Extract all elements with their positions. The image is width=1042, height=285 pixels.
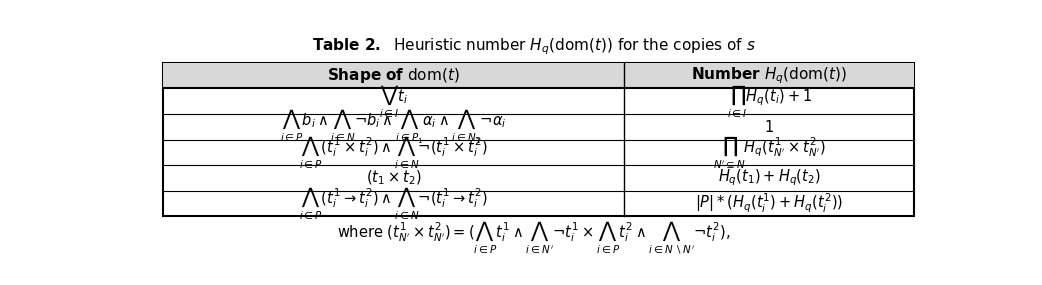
Text: $H_q(t_1) + H_q(t_2)$: $H_q(t_1) + H_q(t_2)$ [718, 168, 820, 188]
Text: $1$: $1$ [764, 119, 774, 135]
Text: $\bigwedge_{i\in P}(t_i^1 \times t_i^2) \wedge \bigwedge_{i\in N} \neg(t_i^1 \ti: $\bigwedge_{i\in P}(t_i^1 \times t_i^2) … [299, 135, 488, 170]
Text: where $(t_{N^{\prime}}^1 \times t_{N^{\prime}}^2) = (\bigwedge_{i\in P} t_i^1 \w: where $(t_{N^{\prime}}^1 \times t_{N^{\p… [338, 219, 730, 256]
Text: $\prod_{i\in I} H_q(t_i)+1$: $\prod_{i\in I} H_q(t_i)+1$ [726, 84, 812, 119]
Text: $\bigwedge_{i\in P}(t_i^1 \to t_i^2) \wedge \bigwedge_{i\in N} \neg(t_i^1 \to t_: $\bigwedge_{i\in P}(t_i^1 \to t_i^2) \we… [299, 186, 488, 221]
Text: $\prod_{N^{\prime}\subseteq N} H_q(t_{N^{\prime}}^1 \times t_{N^{\prime}}^2)$: $\prod_{N^{\prime}\subseteq N} H_q(t_{N^… [713, 134, 825, 171]
Text: $\mathbf{Number}$ $H_q(\mathrm{dom}(t))$: $\mathbf{Number}$ $H_q(\mathrm{dom}(t))$ [691, 65, 847, 86]
Text: $\bigvee_{i\in I} t_i$: $\bigvee_{i\in I} t_i$ [379, 84, 408, 119]
Text: $\bigwedge_{i\in P} b_i \wedge \bigwedge_{i\in N} \neg b_i \wedge \bigwedge_{i\i: $\bigwedge_{i\in P} b_i \wedge \bigwedge… [280, 108, 506, 146]
Text: $\mathbf{Shape\ of}$ $\mathrm{dom}(t)$: $\mathbf{Shape\ of}$ $\mathrm{dom}(t)$ [327, 66, 460, 85]
Text: $|P| * (H_q(t_i^1) + H_q(t_i^2))$: $|P| * (H_q(t_i^1) + H_q(t_i^2))$ [695, 192, 843, 215]
Bar [163, 63, 914, 88]
Bar [163, 63, 914, 216]
Text: $(t_1 \times t_2)$: $(t_1 \times t_2)$ [366, 169, 421, 187]
Text: $\mathbf{Table\ 2.}$  Heuristic number $H_q(\mathrm{dom}(t))$ for the copies of : $\mathbf{Table\ 2.}$ Heuristic number $H… [313, 36, 755, 56]
